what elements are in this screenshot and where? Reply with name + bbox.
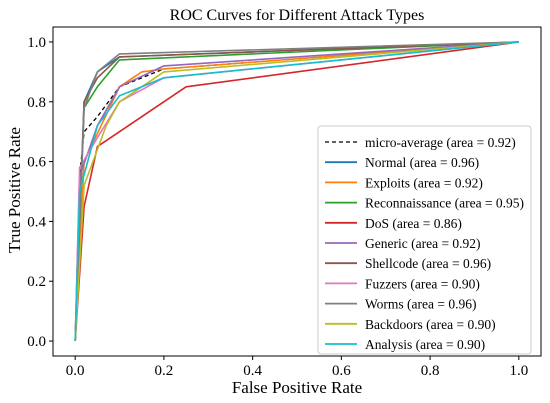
series-line-9 [74,41,519,342]
x-tick-label: 0.6 [332,363,351,379]
series-line-10 [74,41,519,342]
x-axis-label: False Positive Rate [232,378,362,397]
y-tick-label: 0.8 [27,95,46,111]
legend-label: Exploits (area = 0.92) [365,175,483,190]
series-line-4 [74,41,519,342]
legend-label: Shellcode (area = 0.96) [365,256,491,271]
plot-frame [52,26,542,357]
legend-label: Fuzzers (area = 0.90) [365,276,480,291]
x-tick-label: 0.2 [155,363,174,379]
y-axis-label: True Positive Rate [5,127,24,253]
series-layer [74,41,519,342]
legend-label: DoS (area = 0.86) [365,216,462,231]
x-tick-label: 0.4 [243,363,262,379]
x-tick-label: 0.0 [66,363,85,379]
legend-label: Analysis (area = 0.90) [365,337,485,352]
y-tick-label: 0.2 [27,274,46,290]
legend-box [317,125,532,355]
series-line-2 [74,41,519,342]
legend-label: micro-average (area = 0.92) [365,135,516,150]
legend-label: Worms (area = 0.96) [365,297,477,312]
y-tick-label: 0.6 [27,155,46,171]
y-tick-label: 0.0 [27,334,46,350]
legend-entries: micro-average (area = 0.92) Normal (area … [325,135,524,352]
y-tick-label: 0.4 [27,214,46,230]
ticks-layer: 0.0 0.2 0.4 0.6 0.8 1.0 0.0 0.2 0.4 0.6 0.8 1.0 [27,35,528,379]
x-tick-label: 1.0 [509,363,528,379]
y-tick-label: 1.0 [27,35,46,51]
legend-label: Reconnaissance (area = 0.95) [365,196,524,211]
x-tick-label: 0.8 [421,363,440,379]
legend-label: Backdoors (area = 0.90) [365,317,496,332]
legend-label: Generic (area = 0.92) [365,236,481,251]
legend-label: Normal (area = 0.96) [365,155,479,170]
chart-title: ROC Curves for Different Attack Types [170,7,425,24]
legend: micro-average (area = 0.92) Normal (area … [317,125,532,355]
